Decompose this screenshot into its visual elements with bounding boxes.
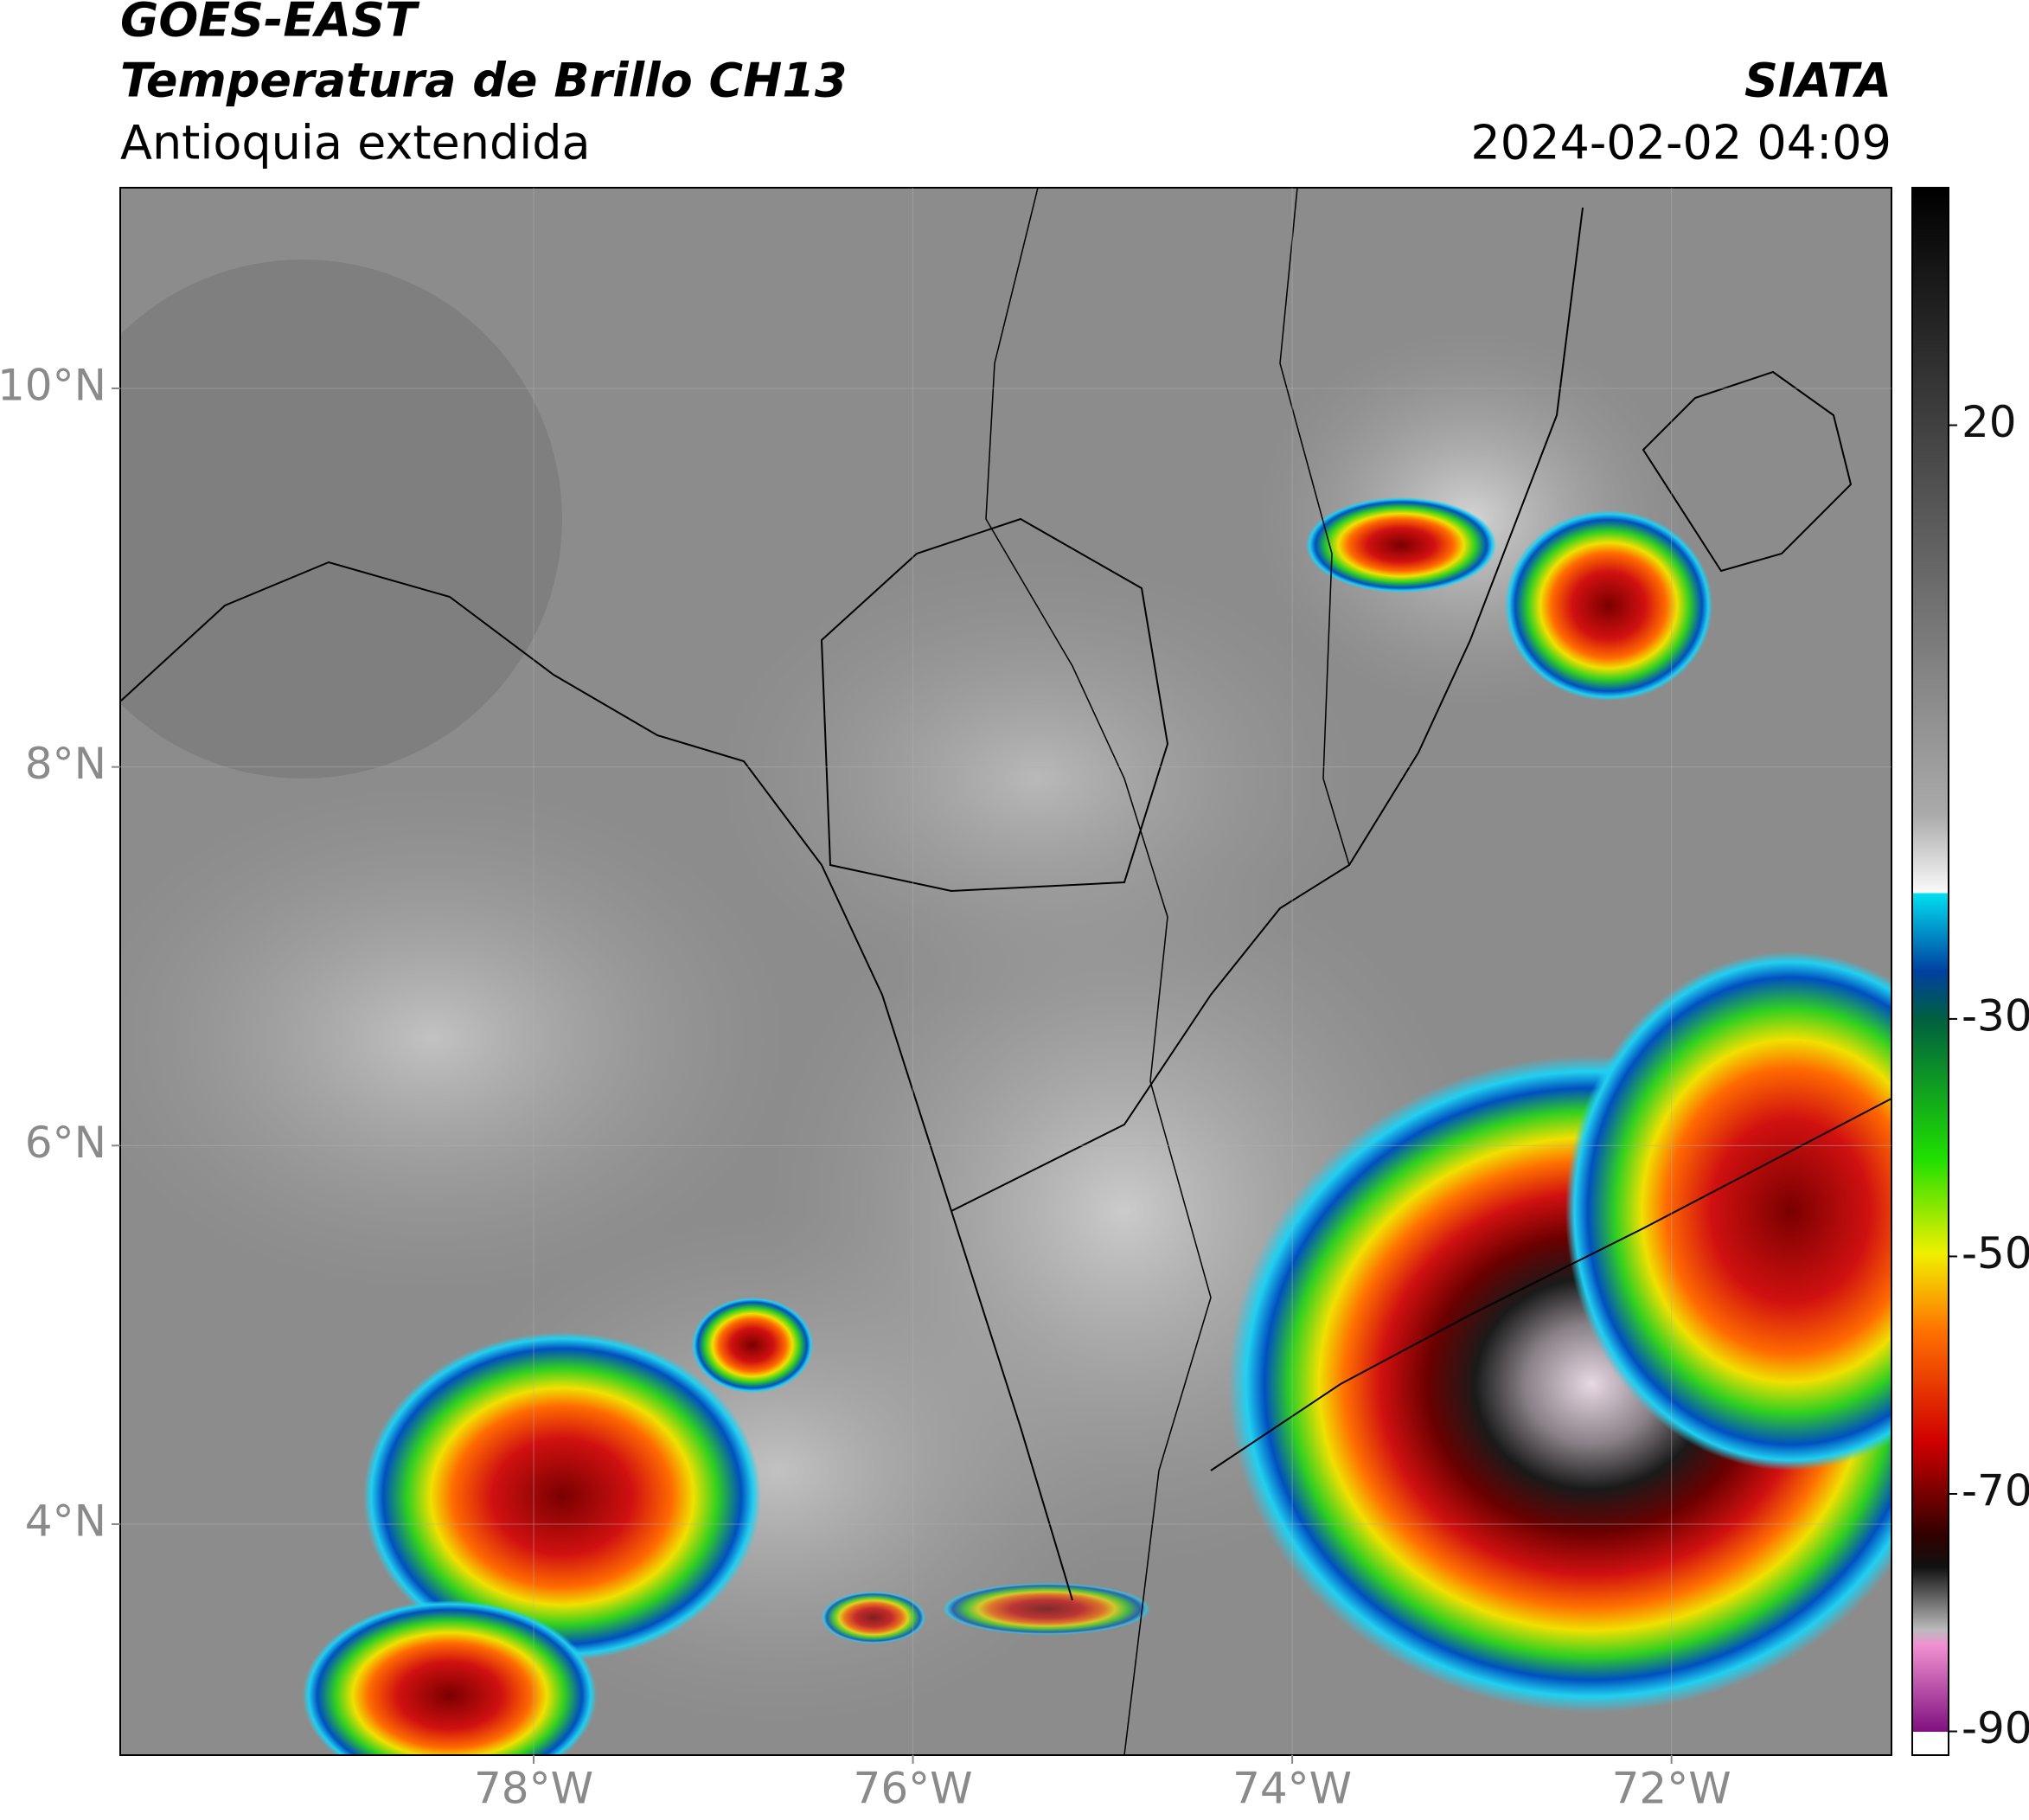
colorbar-tick-label: -70 <box>1962 1466 2029 1516</box>
colorbar-tick-label: -30 <box>1962 990 2029 1041</box>
satellite-title: GOES-EAST <box>120 0 420 48</box>
satellite-image <box>120 188 1891 1755</box>
colorbar <box>1911 187 1949 1756</box>
y-tick-label: 6°N <box>25 1118 106 1168</box>
x-tick-label: 74°W <box>1232 1764 1352 1814</box>
product-title: Temperatura de Brillo CH13 <box>120 54 848 108</box>
colorbar-tick-label: -90 <box>1962 1703 2029 1753</box>
y-tick-label: 10°N <box>0 360 106 410</box>
y-tick-label: 8°N <box>25 739 106 789</box>
source-label: SIATA <box>1744 54 1891 108</box>
y-tick-label: 4°N <box>25 1496 106 1547</box>
map-frame <box>119 187 1892 1756</box>
x-tick-label: 72°W <box>1612 1764 1731 1814</box>
colorbar-tick-label: 20 <box>1962 397 2017 447</box>
colorbar-tick-label: -50 <box>1962 1228 2029 1278</box>
region-subtitle: Antioquia extendida <box>120 116 591 170</box>
x-tick-label: 78°W <box>474 1764 593 1814</box>
datetime-label: 2024-02-02 04:09 <box>1470 116 1891 170</box>
x-tick-label: 76°W <box>854 1764 973 1814</box>
